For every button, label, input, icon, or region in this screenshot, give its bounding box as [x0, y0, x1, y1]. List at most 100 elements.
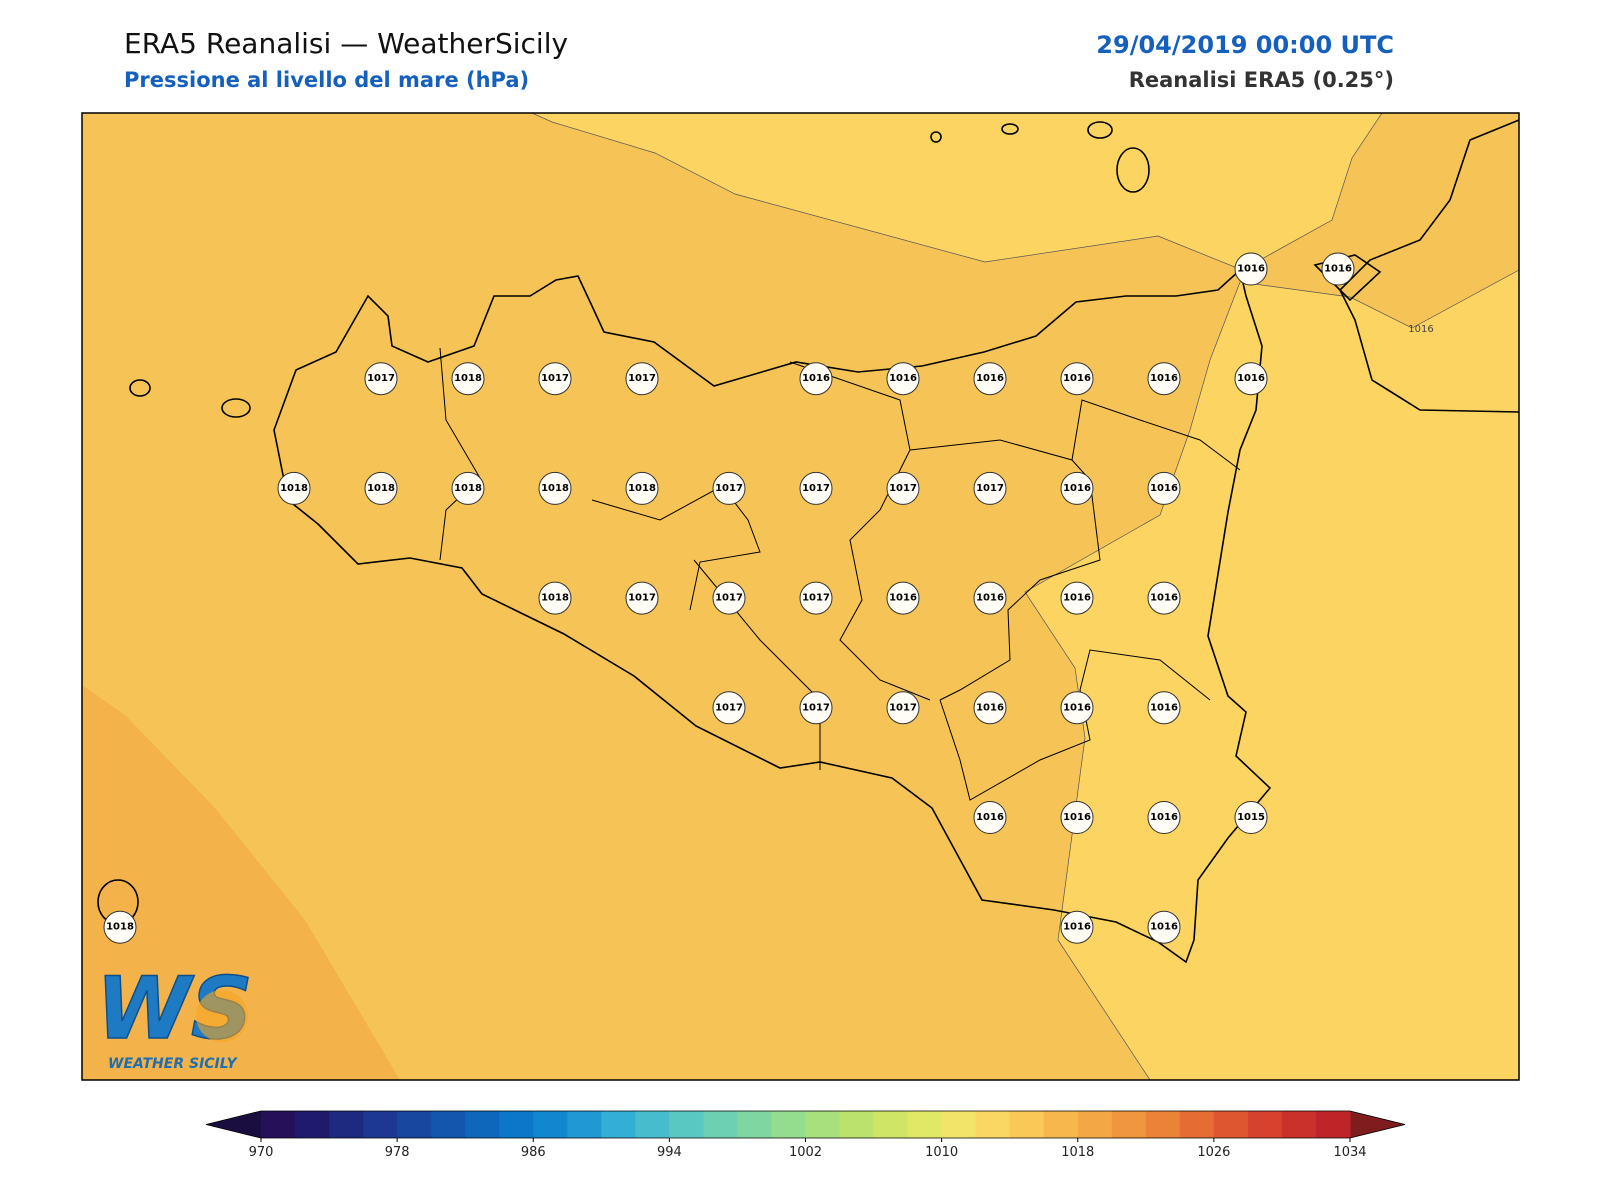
station-value: 1016	[889, 373, 917, 384]
colorbar-segment	[1043, 1111, 1079, 1138]
colorbar-segment	[1145, 1111, 1181, 1138]
title: ERA5 Reanalisi — WeatherSicily	[124, 27, 568, 60]
station-marker	[886, 691, 920, 725]
colorbar-segment	[261, 1111, 296, 1138]
station-value: 1017	[628, 373, 656, 384]
station-marker	[1060, 691, 1094, 725]
station-value: 1018	[541, 483, 569, 494]
station-marker	[886, 581, 920, 615]
station-value: 1018	[454, 483, 482, 494]
station-marker	[886, 362, 920, 396]
station-marker	[1321, 252, 1355, 286]
colorbar-segment	[1247, 1111, 1283, 1138]
logo-sun	[196, 990, 248, 1042]
station-value: 1016	[889, 593, 917, 604]
pressure-field	[82, 685, 400, 1080]
colorbar-segment	[669, 1111, 704, 1138]
station-marker	[1147, 471, 1181, 505]
colorbar-segment	[703, 1111, 738, 1138]
colorbar-segment	[635, 1111, 670, 1138]
station-marker	[1060, 471, 1094, 505]
station-marker	[451, 362, 485, 396]
colorbar-segment	[567, 1111, 602, 1138]
station-values: 1016 1016 1017 1018 1017 1017 1016 1016 1016 1016…	[103, 252, 1355, 944]
station-marker	[799, 362, 833, 396]
station-value: 1016	[1063, 702, 1091, 713]
station-value: 1018	[628, 483, 656, 494]
colorbar-segment	[975, 1111, 1011, 1138]
station-value: 1016	[976, 373, 1004, 384]
colorbar-segment	[465, 1111, 500, 1138]
station-marker	[1147, 691, 1181, 725]
source: Reanalisi ERA5 (0.25°)	[1129, 68, 1394, 92]
station-value: 1017	[715, 702, 743, 713]
station-value: 1017	[628, 593, 656, 604]
station-marker	[973, 362, 1007, 396]
station-value: 1017	[976, 483, 1004, 494]
pressure-field	[1024, 269, 1519, 1080]
station-marker	[886, 471, 920, 505]
colorbar-segment	[1179, 1111, 1215, 1138]
colorbar-tick-label: 1026	[1197, 1145, 1230, 1160]
colorbar-tick-label: 970	[249, 1145, 274, 1160]
map-frame	[81, 112, 1520, 1081]
colorbar-segment	[737, 1111, 772, 1138]
logo: WS WEATHER SICILY	[95, 958, 253, 1072]
colorbar-segment	[363, 1111, 398, 1138]
station-marker	[973, 581, 1007, 615]
station-value: 1017	[715, 483, 743, 494]
station-value: 1016	[1150, 373, 1178, 384]
station-marker	[1147, 801, 1181, 834]
station-value: 1016	[1063, 922, 1091, 933]
colorbar-segment	[1213, 1111, 1249, 1138]
colorbar-tick-label: 1034	[1333, 1145, 1366, 1160]
colorbar-segment	[431, 1111, 466, 1138]
colorbar-tick-label: 1018	[1061, 1145, 1094, 1160]
colorbar-segment	[601, 1111, 636, 1138]
station-marker	[1147, 581, 1181, 615]
station-value: 1016	[1150, 702, 1178, 713]
station-marker	[1234, 252, 1268, 286]
station-value: 1018	[367, 483, 395, 494]
colorbar-segment	[907, 1111, 943, 1138]
station-marker	[712, 581, 746, 615]
station-value: 1018	[541, 593, 569, 604]
station-value: 1016	[1063, 812, 1091, 823]
station-value: 1017	[802, 702, 830, 713]
station-marker	[103, 910, 137, 944]
station-marker	[973, 691, 1007, 725]
station-marker	[1060, 362, 1094, 396]
station-value: 1017	[367, 373, 395, 384]
station-value: 1018	[454, 373, 482, 384]
station-value: 1018	[106, 922, 134, 933]
station-marker	[712, 471, 746, 505]
colorbar: 970 978 986 994 1002 1010 1018 1026 1034	[205, 1110, 1406, 1160]
colorbar-segment	[533, 1111, 568, 1138]
station-marker	[799, 581, 833, 615]
station-value: 1017	[889, 702, 917, 713]
station-marker	[799, 471, 833, 505]
colorbar-segment	[499, 1111, 534, 1138]
colorbar-segment	[839, 1111, 875, 1138]
station-marker	[799, 691, 833, 725]
colorbar-segment	[805, 1111, 841, 1138]
station-value: 1016	[1063, 593, 1091, 604]
station-marker	[451, 471, 485, 505]
colorbar-tick-label: 1002	[789, 1145, 822, 1160]
colorbar-extension	[206, 1111, 261, 1138]
station-marker	[712, 691, 746, 725]
station-value: 1016	[976, 812, 1004, 823]
station-marker	[1234, 362, 1268, 396]
colorbar-segment	[1111, 1111, 1147, 1138]
station-marker	[277, 471, 311, 505]
station-value: 1016	[1150, 812, 1178, 823]
pressure-field	[531, 113, 1383, 271]
station-marker	[538, 362, 572, 396]
station-value: 1016	[1150, 922, 1178, 933]
colorbar-tick-label: 994	[657, 1145, 682, 1160]
station-value: 1016	[1150, 593, 1178, 604]
station-value: 1016	[1324, 264, 1352, 275]
subtitle: Pressione al livello del mare (hPa)	[124, 68, 529, 92]
station-marker	[1147, 362, 1181, 396]
